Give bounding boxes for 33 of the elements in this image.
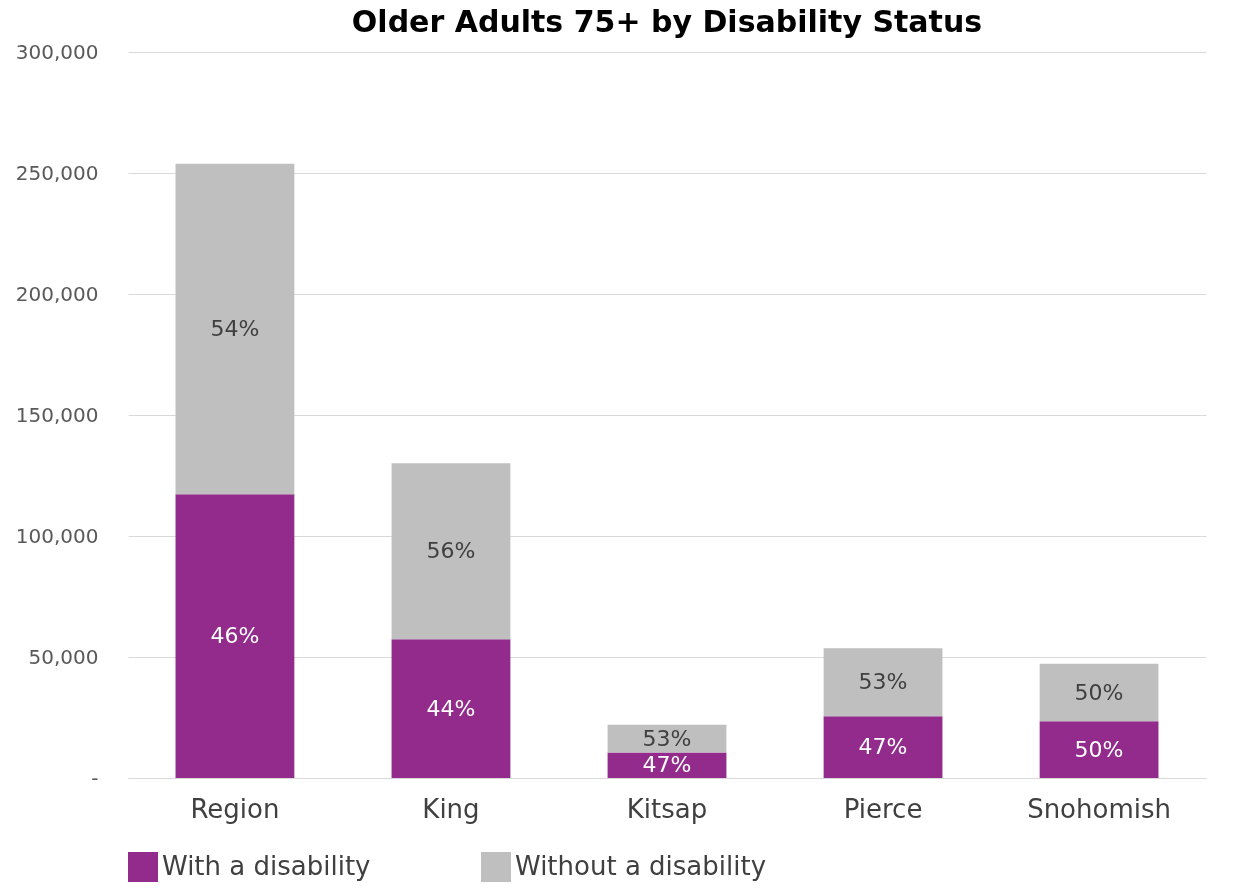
annotation: 50%	[1074, 679, 1124, 705]
bar	[391, 639, 511, 778]
bar	[175, 494, 295, 778]
x-tick-label: Kitsap	[626, 793, 708, 824]
x-tick-label: King	[422, 793, 480, 824]
y-tick-label: 100,000	[15, 523, 99, 548]
y-tick-label: 50,000	[28, 644, 99, 669]
bar	[823, 716, 943, 778]
x-tick-label: Snohomish	[1027, 793, 1171, 824]
annotation: 54%	[210, 315, 260, 341]
annotation: 44%	[426, 695, 476, 721]
annotation: 47%	[858, 734, 908, 760]
annotation: 56%	[426, 538, 476, 564]
annotation: 46%	[210, 623, 260, 649]
y-tick-label: 150,000	[15, 402, 99, 427]
annotation: 47%	[642, 752, 692, 778]
bar	[175, 163, 295, 495]
y-tick-label: 200,000	[15, 281, 99, 306]
chart-title: Older Adults 75+ by Disability Status	[351, 4, 983, 39]
annotation: 50%	[1074, 736, 1124, 762]
x-tick-label: Region	[190, 793, 280, 824]
annotation: 53%	[858, 669, 908, 695]
bar	[1039, 663, 1159, 722]
legend-label: With a disability	[162, 851, 371, 881]
bar	[1039, 721, 1159, 778]
y-tick-label: 250,000	[15, 160, 99, 185]
legend-label: Without a disability	[515, 851, 767, 881]
annotation: 53%	[642, 725, 692, 751]
bar	[391, 463, 511, 640]
y-tick-label: -	[91, 765, 99, 790]
x-tick-label: Pierce	[843, 793, 923, 824]
bar	[823, 648, 943, 717]
y-tick-label: 300,000	[15, 39, 99, 64]
